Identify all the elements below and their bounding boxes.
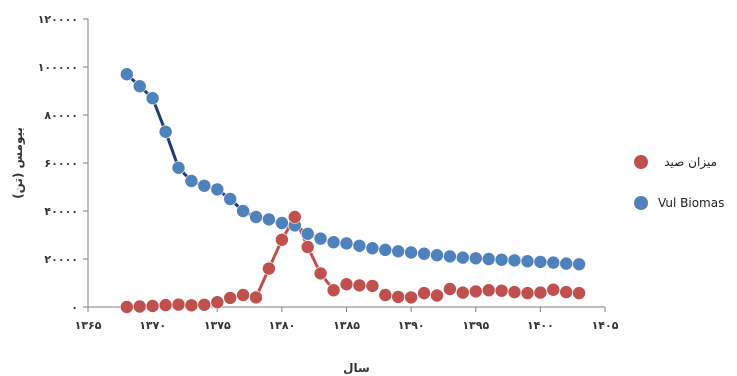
data-point-catch	[300, 240, 315, 254]
data-point-vul-biomass	[300, 227, 315, 241]
y-tick-label: ۲۰۰۰۰	[44, 253, 78, 266]
data-point-vul-biomass	[249, 210, 263, 224]
data-point-catch	[430, 288, 444, 303]
data-point-catch	[313, 266, 328, 281]
data-point-catch	[223, 291, 237, 305]
x-tick-label: ۱۳۹۰	[398, 319, 425, 332]
data-point-catch	[287, 210, 302, 224]
x-tick-label: ۱۳۶۵	[75, 319, 102, 332]
data-point-catch	[132, 299, 147, 314]
data-point-catch	[572, 286, 586, 300]
data-point-catch	[339, 277, 354, 292]
data-point-catch	[120, 300, 134, 314]
data-point-catch	[326, 283, 341, 298]
legend: میزان صید Vul Biomas	[634, 155, 724, 210]
x-axis-title: سال	[343, 361, 370, 375]
data-point-vul-biomass	[391, 244, 406, 259]
data-point-catch	[468, 284, 483, 299]
data-point-catch	[352, 278, 367, 293]
data-point-catch	[533, 285, 548, 300]
data-point-catch	[171, 297, 186, 312]
data-point-vul-biomass	[171, 161, 186, 175]
data-point-vul-biomass	[313, 231, 328, 246]
data-point-vul-biomass	[275, 216, 289, 230]
y-tick-label: ۱۰۰۰۰۰	[38, 61, 78, 74]
data-point-vul-biomass	[223, 192, 237, 206]
data-point-catch	[404, 290, 418, 305]
data-point-vul-biomass	[120, 67, 134, 81]
data-point-catch	[443, 282, 457, 296]
data-point-catch	[249, 290, 263, 305]
data-point-vul-biomass	[417, 246, 431, 261]
y-tick-label: ۰	[71, 301, 78, 314]
data-point-vul-biomass	[132, 79, 147, 93]
legend-marker-vul-biomass	[634, 196, 648, 210]
data-point-catch	[145, 299, 160, 313]
data-point-vul-biomass	[559, 256, 574, 271]
data-point-vul-biomass	[184, 174, 199, 188]
data-point-catch	[236, 288, 250, 302]
data-point-vul-biomass	[236, 204, 250, 218]
x-tick-label: ۱۳۸۰	[268, 319, 295, 332]
data-point-vul-biomass	[339, 236, 354, 251]
data-point-vul-biomass	[468, 251, 483, 266]
y-axis-ticks: ۰ ۲۰۰۰۰ ۴۰۰۰۰ ۶۰۰۰۰ ۸۰۰۰۰ ۱۰۰۰۰۰ ۱۲۰۰۰۰	[38, 13, 88, 314]
data-point-vul-biomass	[494, 252, 509, 267]
data-point-vul-biomass	[443, 249, 457, 264]
data-point-catch	[507, 285, 522, 299]
data-point-catch	[520, 286, 535, 300]
series-points	[120, 67, 586, 314]
data-point-catch	[210, 295, 225, 310]
data-point-catch	[184, 298, 199, 313]
data-point-catch	[378, 288, 393, 302]
data-point-vul-biomass	[326, 235, 341, 249]
data-point-vul-biomass	[197, 179, 212, 193]
data-point-vul-biomass	[365, 241, 380, 255]
x-tick-label: ۱۴۰۵	[592, 319, 619, 332]
y-tick-label: ۴۰۰۰۰	[44, 205, 78, 218]
y-tick-label: ۶۰۰۰۰	[44, 157, 78, 170]
x-tick-label: ۱۳۸۵	[333, 319, 360, 332]
data-point-catch	[262, 261, 276, 276]
x-tick-label: ۱۳۷۵	[204, 319, 231, 332]
data-point-catch	[275, 233, 289, 247]
data-point-vul-biomass	[210, 182, 225, 197]
data-point-vul-biomass	[455, 250, 470, 265]
data-point-catch	[494, 283, 509, 298]
data-point-catch	[417, 286, 431, 300]
data-point-catch	[158, 298, 173, 312]
y-tick-label: ۱۲۰۰۰۰	[38, 13, 78, 26]
data-point-vul-biomass	[507, 253, 522, 268]
y-tick-label: ۸۰۰۰۰	[44, 109, 78, 122]
data-point-catch	[391, 290, 406, 304]
x-tick-label: ۱۳۹۵	[462, 319, 489, 332]
y-axis-title: بیومس (تن)	[11, 127, 26, 199]
data-point-catch	[559, 285, 574, 299]
data-point-vul-biomass	[520, 254, 535, 269]
legend-label-catch: میزان صید	[664, 155, 717, 170]
data-point-vul-biomass	[404, 245, 418, 260]
data-point-vul-biomass	[572, 257, 586, 272]
data-point-vul-biomass	[262, 212, 276, 227]
data-point-vul-biomass	[158, 125, 173, 139]
x-axis-ticks: ۱۳۶۵ ۱۳۷۰ ۱۳۷۵ ۱۳۸۰ ۱۳۸۵ ۱۳۹۰ ۱۳۹۵ ۱۴۰۰ ۱۴۰۵	[75, 307, 619, 332]
data-point-vul-biomass	[533, 255, 548, 269]
data-point-catch	[455, 285, 470, 300]
data-point-vul-biomass	[145, 91, 160, 105]
data-point-vul-biomass	[352, 239, 367, 253]
data-point-vul-biomass	[430, 248, 444, 262]
data-point-catch	[546, 282, 561, 297]
legend-marker-catch	[634, 155, 648, 169]
legend-label-vul-biomass: Vul Biomas	[658, 196, 724, 210]
data-point-catch	[197, 297, 212, 312]
data-point-catch	[481, 283, 496, 298]
x-tick-label: ۱۴۰۰	[527, 319, 554, 332]
data-point-vul-biomass	[481, 252, 496, 266]
data-point-catch	[365, 279, 380, 293]
data-point-vul-biomass	[378, 243, 393, 257]
x-tick-label: ۱۳۷۰	[139, 319, 166, 332]
data-point-vul-biomass	[546, 255, 561, 270]
